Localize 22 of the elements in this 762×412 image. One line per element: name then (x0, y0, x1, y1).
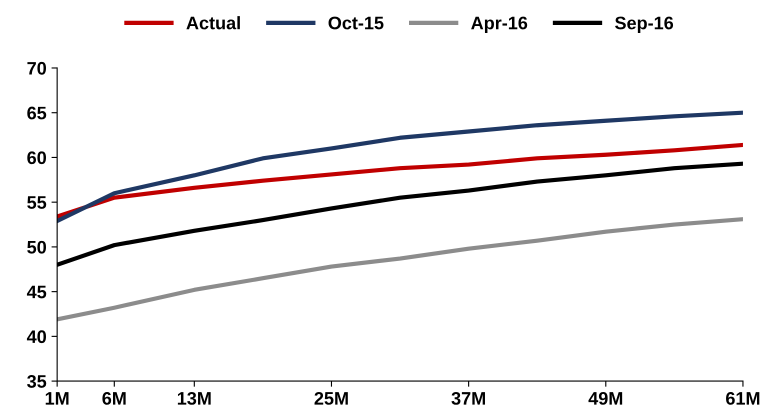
legend-label: Oct-15 (328, 16, 384, 30)
y-tick-label: 50 (27, 240, 46, 254)
y-tick-label: 65 (27, 106, 46, 120)
y-tick-label: 60 (27, 151, 46, 164)
y-tick-label: 70 (27, 62, 46, 75)
x-tick-label: 49M (588, 392, 622, 405)
x-tick-label: 37M (451, 392, 485, 405)
y-tick-label: 45 (26, 286, 46, 298)
x-tick-label: 6M (102, 392, 126, 405)
legend-label: Actual (186, 16, 240, 30)
x-tick-label: 61M (726, 392, 760, 405)
x-tick-label: 25M (314, 392, 348, 405)
legend-label: Apr-16 (471, 16, 528, 33)
y-tick-label: 35 (27, 375, 46, 388)
line-series (57, 142, 743, 219)
y-tick-label: 40 (26, 330, 46, 344)
y-tick-label: 55 (27, 196, 46, 209)
x-tick-label: 1M (46, 392, 68, 405)
line-series (57, 217, 743, 322)
legend-label: Sep-16 (615, 16, 674, 33)
line-series (57, 110, 743, 224)
x-tick-label: 13M (178, 392, 211, 405)
